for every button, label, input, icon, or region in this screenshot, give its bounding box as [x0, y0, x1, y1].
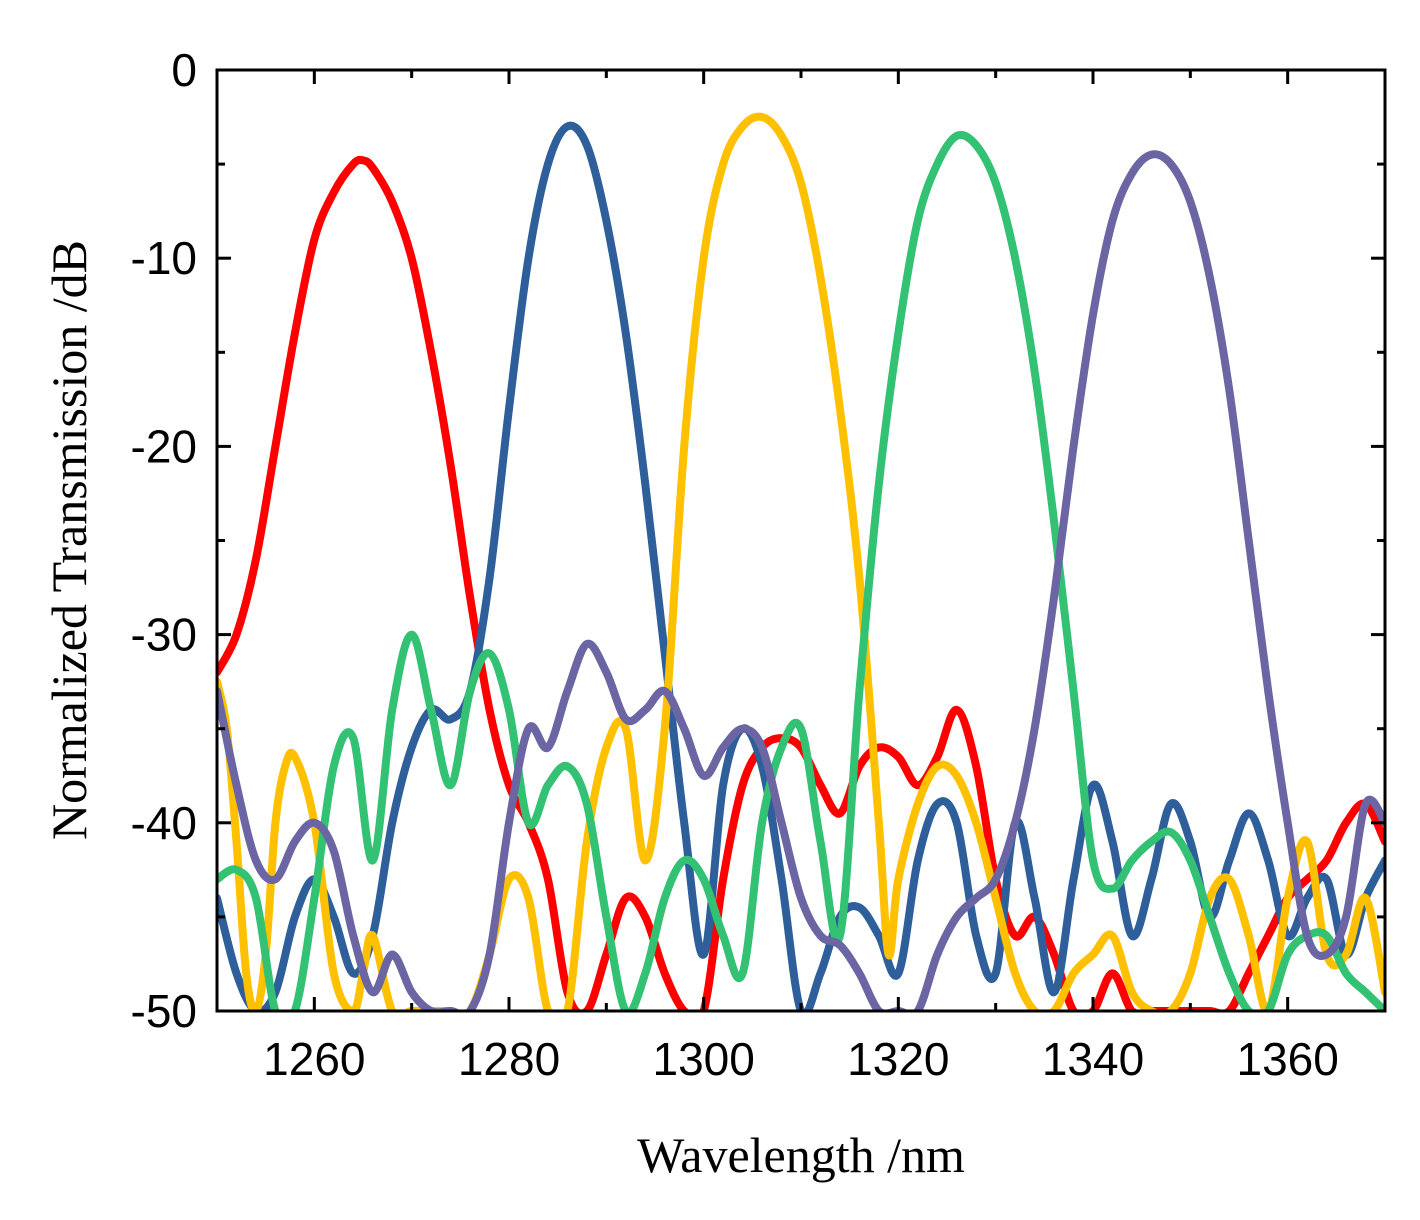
x-tick-label: 1300 [652, 1033, 754, 1085]
series-line-5 [217, 150, 1385, 1011]
y-tick-label: -30 [131, 609, 197, 661]
x-axis-title: Wavelength /nm [637, 1127, 965, 1183]
y-tick-label: -40 [131, 797, 197, 849]
x-tick-label: 1320 [847, 1033, 949, 1085]
tick-layer: 1260 1280 1300 1320 1340 1360 0 -10 -20 -30 -40 -50 [131, 44, 1385, 1085]
series-line-4 [217, 130, 1385, 1011]
y-axis-title: Normalized Transmission /dB [41, 240, 97, 840]
x-tick-label: 1260 [263, 1033, 365, 1085]
x-tick-label: 1360 [1236, 1033, 1338, 1085]
y-tick-label: -20 [131, 420, 197, 472]
y-tick-label: 0 [171, 44, 197, 96]
series-layer [217, 112, 1385, 1011]
x-tick-label: 1280 [458, 1033, 560, 1085]
x-tick-label: 1340 [1042, 1033, 1144, 1085]
y-tick-label: -10 [131, 232, 197, 284]
y-tick-label: -50 [131, 985, 197, 1037]
